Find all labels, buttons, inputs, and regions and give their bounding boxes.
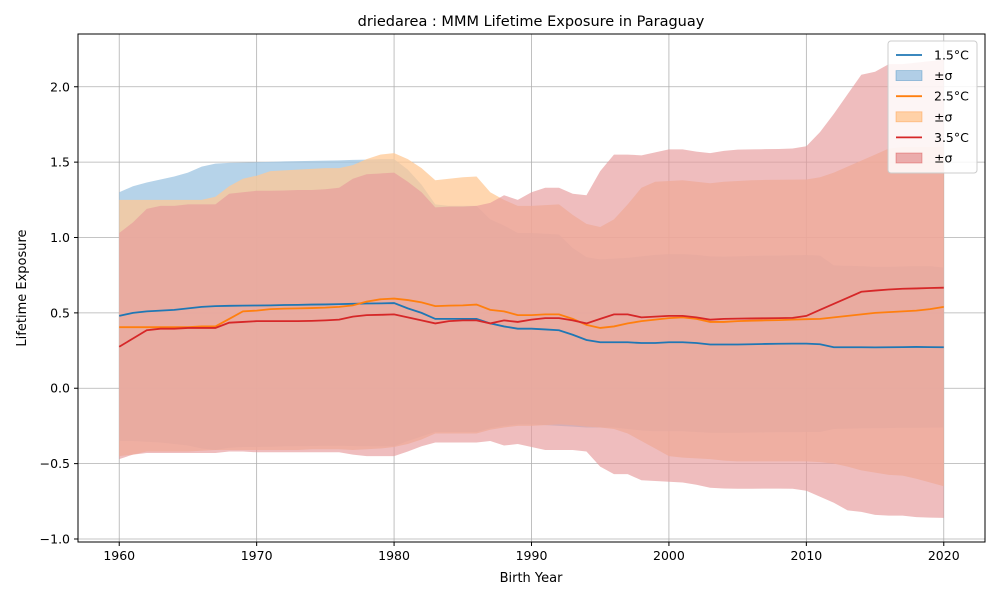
legend-label: 1.5°C: [934, 48, 969, 63]
legend-label: ±σ: [934, 109, 952, 124]
y-tick-label: 1.5: [50, 155, 70, 170]
legend-label: 2.5°C: [934, 89, 969, 104]
x-tick-label: 2000: [653, 548, 685, 563]
x-tick-label: 1970: [241, 548, 273, 563]
legend-band-swatch: [895, 152, 923, 164]
legend: 1.5°C ±σ 2.5°C ±σ 3.5°C ±σ: [887, 40, 978, 174]
chart-title: driedarea : MMM Lifetime Exposure in Par…: [358, 14, 705, 30]
mean-line-1: [119, 302, 944, 349]
y-axis-ticks: −1.0 −0.5 0.0 0.5 1.0 1.5 2.0: [40, 79, 78, 546]
legend-band-swatch: [895, 70, 923, 81]
mean-lines: [118, 286, 944, 349]
x-axis-label: Birth Year: [500, 571, 564, 586]
legend-band-swatch: [895, 111, 923, 123]
y-tick-label: 0.5: [50, 305, 70, 320]
mean-line-2: [119, 297, 944, 329]
x-tick-label: 1990: [516, 548, 548, 563]
sigma-bands: [119, 59, 944, 518]
y-tick-label: 1.0: [50, 230, 70, 245]
mean-line-3: [118, 286, 944, 348]
y-tick-label: −1.0: [40, 531, 70, 546]
legend-label: ±σ: [934, 151, 952, 166]
x-axis-ticks: 1960 1970 1980 1990 2000 2010 2020: [103, 542, 960, 563]
x-tick-label: 2010: [790, 548, 822, 563]
y-tick-label: 2.0: [50, 79, 70, 94]
sigma-band-3: [119, 59, 944, 518]
y-axis-label: Lifetime Exposure: [15, 229, 30, 346]
y-tick-label: −0.5: [40, 456, 70, 471]
legend-label: ±σ: [934, 68, 952, 83]
x-tick-label: 1980: [378, 548, 410, 563]
y-tick-label: 0.0: [50, 381, 70, 396]
x-tick-label: 1960: [103, 548, 135, 563]
legend-label: 3.5°C: [934, 130, 969, 145]
x-tick-label: 2020: [928, 548, 960, 563]
